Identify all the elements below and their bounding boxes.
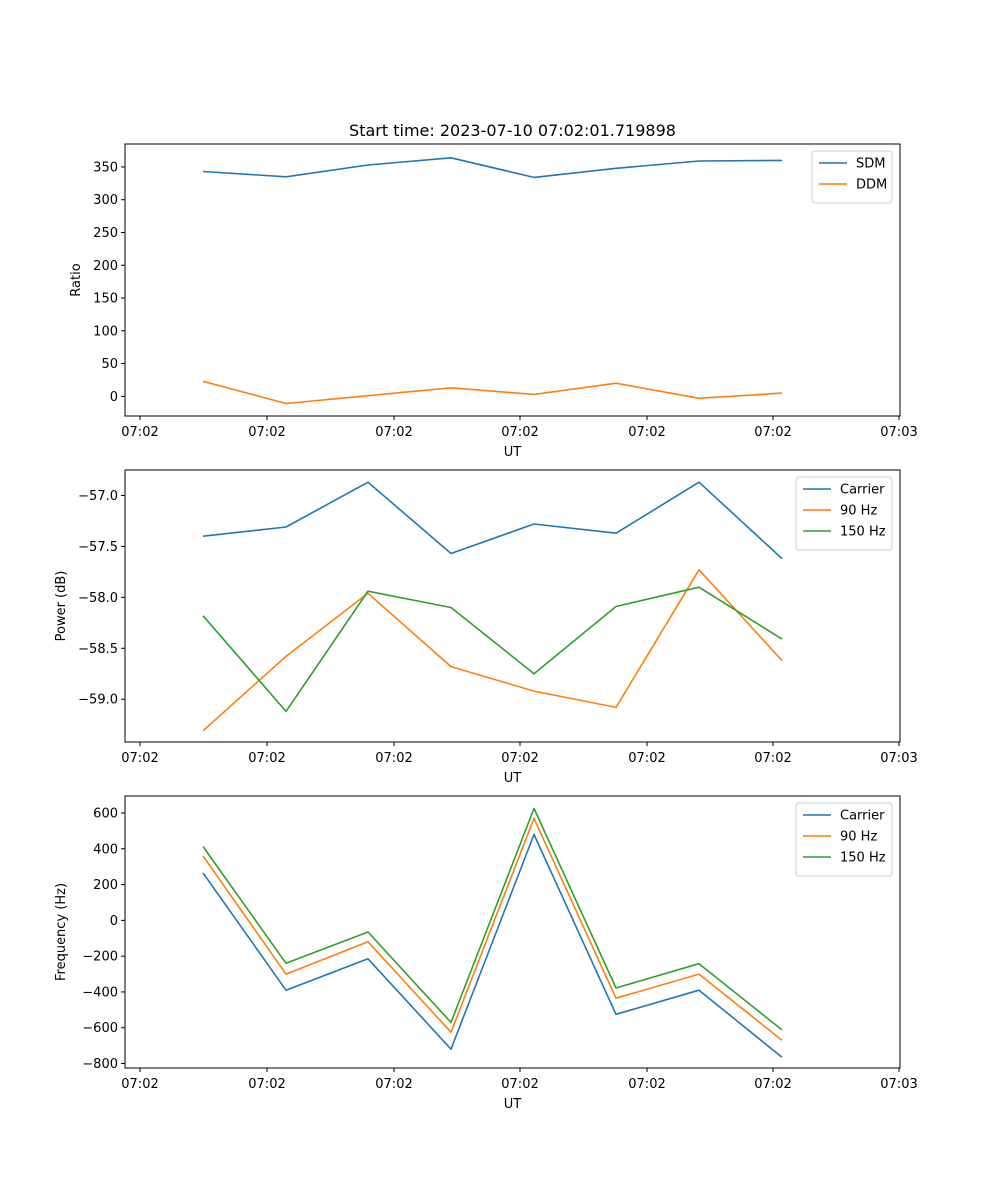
y-tick-label: 150 [93,292,118,307]
x-tick-label: 07:02 [248,1077,285,1092]
series-line-150-hz [202,807,783,1031]
x-tick-label: 07:02 [375,425,412,440]
legend-label: SDM [856,157,885,172]
x-tick-label: 07:02 [501,425,538,440]
y-tick-label: 600 [93,807,118,822]
y-tick-label: 300 [93,193,118,208]
legend: SDM DDM [811,150,893,204]
legend-label: 150 Hz [840,525,886,540]
x-tick-label: 07:03 [880,751,917,766]
axes-frame [124,143,901,417]
y-tick-label: −400 [82,985,118,1000]
legend-label: 90 Hz [840,504,877,519]
y-axis-label: Ratio [69,263,84,296]
y-tick-label: 0 [110,390,118,405]
axes-frame [124,469,901,743]
x-tick-label: 07:02 [501,751,538,766]
y-tick-label: 400 [93,842,118,857]
chart-panel-1: Start time: 2023-07-10 07:02:01.719898 0 5… [69,121,918,460]
x-tick-label: 07:02 [248,751,285,766]
chart-title: Start time: 2023-07-10 07:02:01.719898 [349,121,676,140]
y-axis-label: Power (dB) [54,571,69,642]
y-tick-label: 0 [110,914,118,929]
x-axis-label: UT [504,445,522,460]
y-tick-label: −58.5 [78,642,118,657]
x-tick-label: 07:02 [628,1077,665,1092]
chart-panel-3: −800 −600 −400 −200 0 200 400 600 07:02 07:02 07:0… [54,795,918,1112]
y-tick-label: −57.0 [78,489,118,504]
legend-label: DDM [856,178,887,193]
series-line-90-hz [202,568,783,732]
axes-frame [124,795,901,1069]
legend: Carrier 90 Hz 150 Hz [795,476,893,551]
series-line-ddm [202,380,783,405]
series-line-carrier [202,481,783,560]
legend-label: 90 Hz [840,830,877,845]
legend-label: Carrier [840,809,885,824]
x-tick-label: 07:02 [121,1077,158,1092]
x-tick-label: 07:02 [375,1077,412,1092]
legend-label: 150 Hz [840,851,886,866]
y-tick-label: −59.0 [78,693,118,708]
legend-label: Carrier [840,483,885,498]
x-tick-label: 07:02 [754,751,791,766]
x-tick-label: 07:02 [628,425,665,440]
x-axis-label: UT [504,1097,522,1112]
y-tick-label: 50 [101,357,118,372]
y-tick-label: −200 [82,950,118,965]
x-tick-label: 07:02 [121,425,158,440]
legend-box [811,150,893,204]
chart-panel-2: −59.0 −58.5 −58.0 −57.5 −57.0 07:02 07:02 07:02… [54,469,918,786]
x-tick-label: 07:02 [501,1077,538,1092]
y-tick-label: 200 [93,878,118,893]
y-tick-label: −600 [82,1021,118,1036]
x-tick-label: 07:02 [628,751,665,766]
x-tick-label: 07:02 [248,425,285,440]
x-tick-label: 07:03 [880,1077,917,1092]
series-line-90-hz [202,817,783,1041]
x-tick-label: 07:02 [121,751,158,766]
x-axis-label: UT [504,771,522,786]
y-tick-label: 250 [93,226,118,241]
x-tick-label: 07:02 [754,425,791,440]
y-axis-label: Frequency (Hz) [54,883,69,981]
x-tick-label: 07:03 [880,425,917,440]
y-tick-label: 100 [93,324,118,339]
x-tick-label: 07:02 [754,1077,791,1092]
y-tick-label: 200 [93,259,118,274]
y-tick-label: −57.5 [78,540,118,555]
legend: Carrier 90 Hz 150 Hz [795,802,893,877]
y-tick-label: −800 [82,1057,118,1072]
series-line-sdm [202,157,783,179]
series-line-150-hz [202,586,783,713]
series-line-carrier [202,833,783,1058]
y-tick-label: −58.0 [78,591,118,606]
x-tick-label: 07:02 [375,751,412,766]
y-tick-label: 350 [93,160,118,175]
